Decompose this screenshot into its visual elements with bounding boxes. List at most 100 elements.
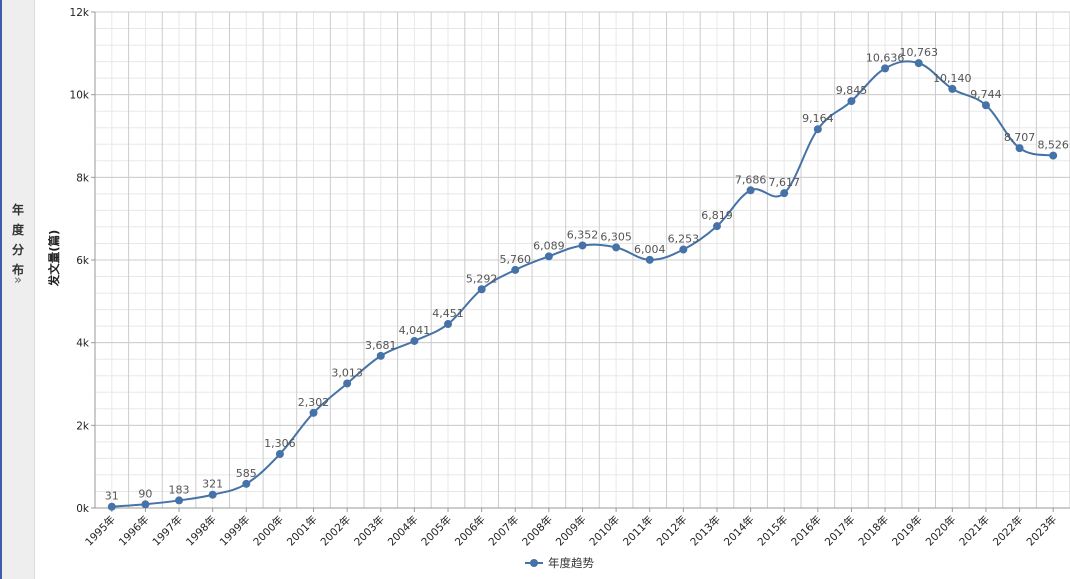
data-label: 183 — [169, 483, 190, 496]
data-label: 6,253 — [668, 233, 700, 246]
data-point[interactable] — [645, 255, 654, 264]
data-label: 8,526 — [1037, 139, 1069, 152]
data-label: 321 — [202, 478, 223, 491]
data-point[interactable] — [981, 101, 990, 110]
x-tick-label: 2016年 — [788, 513, 824, 549]
data-label: 1,306 — [264, 437, 296, 450]
data-point[interactable] — [343, 379, 352, 388]
x-tick-label: 2006年 — [452, 513, 488, 549]
x-tick-label: 2004年 — [385, 513, 421, 549]
data-point[interactable] — [847, 97, 856, 106]
data-point[interactable] — [612, 243, 621, 252]
x-tick-label: 2012年 — [654, 513, 690, 549]
data-point[interactable] — [444, 320, 453, 329]
x-tick-label: 2003年 — [351, 513, 387, 549]
data-point[interactable] — [679, 245, 688, 254]
data-label: 6,004 — [634, 243, 666, 256]
x-tick-label: 2007年 — [486, 513, 522, 549]
data-point[interactable] — [275, 450, 284, 459]
x-tick-label: 1999年 — [217, 513, 253, 549]
y-tick-label: 12k — [70, 7, 90, 19]
data-point[interactable] — [1015, 144, 1024, 153]
data-point[interactable] — [914, 59, 923, 68]
y-tick-label: 8k — [76, 172, 90, 184]
data-label: 2,302 — [298, 396, 330, 409]
data-label: 7,617 — [768, 176, 800, 189]
y-tick-label: 2k — [76, 420, 90, 432]
x-tick-label: 2000年 — [251, 513, 287, 549]
data-points — [107, 59, 1058, 511]
data-point[interactable] — [511, 265, 520, 274]
y-axis-title: 发文量(篇) — [47, 230, 61, 288]
x-tick-label: 2019年 — [889, 513, 925, 549]
side-tab-accent — [0, 0, 2, 579]
x-tick-label: 2023年 — [1024, 513, 1060, 549]
data-label: 10,636 — [866, 51, 905, 64]
x-tick-label: 2013年 — [688, 513, 724, 549]
x-tick-label: 2018年 — [856, 513, 892, 549]
y-tick-label: 10k — [70, 90, 90, 102]
y-tick-label: 4k — [76, 338, 90, 350]
x-tick-label: 2008年 — [519, 513, 555, 549]
data-point[interactable] — [881, 64, 890, 73]
data-point[interactable] — [309, 408, 318, 417]
data-point[interactable] — [578, 241, 587, 250]
data-point[interactable] — [780, 189, 789, 198]
data-point[interactable] — [948, 84, 957, 93]
data-point[interactable] — [813, 125, 822, 134]
legend-swatch-marker — [530, 559, 538, 567]
legend-label: 年度趋势 — [548, 556, 594, 570]
major-gridlines — [94, 11, 1070, 509]
data-point[interactable] — [141, 500, 150, 509]
data-label: 6,305 — [600, 230, 632, 243]
data-label: 6,089 — [533, 239, 565, 252]
data-label: 10,763 — [899, 46, 938, 59]
data-label: 4,041 — [399, 324, 431, 337]
data-label: 9,845 — [836, 84, 868, 97]
x-tick-label: 2020年 — [923, 513, 959, 549]
data-label: 585 — [236, 467, 257, 480]
legend[interactable]: 年度趋势 — [525, 556, 594, 570]
x-tick-label: 2010年 — [587, 513, 623, 549]
data-point[interactable] — [376, 351, 385, 360]
x-tick-label: 1996年 — [116, 513, 152, 549]
data-label: 8,707 — [1004, 131, 1036, 144]
data-label: 7,686 — [735, 173, 767, 186]
data-label: 6,352 — [567, 228, 599, 241]
data-label: 5,292 — [466, 272, 498, 285]
x-tick-label: 2014年 — [721, 513, 757, 549]
data-point[interactable] — [208, 490, 217, 499]
data-label: 5,760 — [500, 253, 532, 266]
x-tick-label: 2015年 — [755, 513, 791, 549]
data-label: 6,819 — [701, 209, 733, 222]
y-axis-ticks: 0k 2k 4k 6k 8k 10k 12k — [70, 7, 95, 515]
data-point[interactable] — [175, 496, 184, 505]
data-labels: 31 90 183 321 585 1,306 2,302 3,013 3,6814,0414,… — [105, 46, 1069, 503]
x-tick-label: 1998年 — [183, 513, 219, 549]
x-tick-label: 1995年 — [82, 513, 118, 549]
data-point[interactable] — [477, 285, 486, 294]
x-tick-label: 1997年 — [150, 513, 186, 549]
x-tick-label: 2005年 — [419, 513, 455, 549]
x-tick-label: 2022年 — [990, 513, 1026, 549]
data-point[interactable] — [410, 336, 419, 345]
x-tick-label: 2009年 — [553, 513, 589, 549]
data-label: 3,681 — [365, 339, 397, 352]
data-point[interactable] — [107, 502, 116, 511]
double-chevron-right-icon: » — [14, 273, 22, 288]
x-tick-label: 2017年 — [822, 513, 858, 549]
x-tick-label: 2001年 — [284, 513, 320, 549]
x-tick-label: 2021年 — [957, 513, 993, 549]
data-point[interactable] — [544, 252, 553, 261]
data-point[interactable] — [242, 479, 251, 488]
y-tick-label: 6k — [76, 255, 90, 267]
data-point[interactable] — [712, 222, 721, 231]
year-distribution-tab[interactable]: 年度分布 » — [0, 0, 35, 579]
y-tick-label: 0k — [76, 503, 90, 515]
data-label: 31 — [105, 490, 119, 503]
x-tick-label: 2011年 — [620, 513, 656, 549]
data-label: 10,140 — [933, 72, 972, 85]
data-point[interactable] — [1049, 151, 1058, 160]
data-point[interactable] — [746, 186, 755, 195]
